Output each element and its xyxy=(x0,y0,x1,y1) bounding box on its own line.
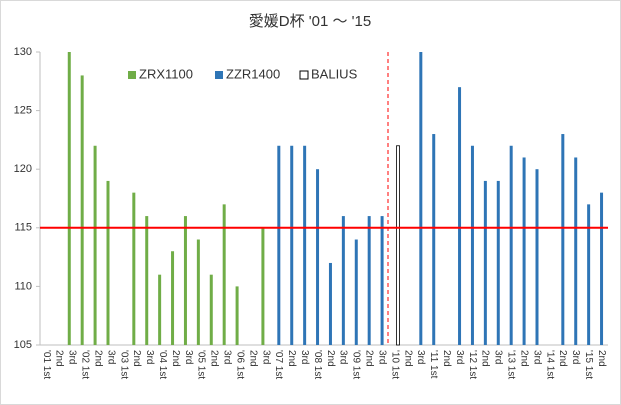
x-tick-label: 2nd xyxy=(518,350,529,367)
y-tick-label: 115 xyxy=(14,222,32,234)
bar xyxy=(93,145,97,345)
y-tick-label: 120 xyxy=(14,163,32,175)
x-tick-label: 2nd xyxy=(247,350,258,367)
bar xyxy=(158,274,162,345)
bar xyxy=(183,216,187,345)
legend-label: ZZR1400 xyxy=(226,66,280,81)
x-tick-label: 2nd xyxy=(209,350,220,367)
x-tick-label: '06 1st xyxy=(234,350,245,379)
x-tick-label: 3rd xyxy=(67,350,78,364)
x-tick-label: '05 1st xyxy=(196,350,207,379)
x-tick-label: 2nd xyxy=(131,350,142,367)
legend-label: ZRX1100 xyxy=(139,66,193,81)
bar xyxy=(145,216,149,345)
bar xyxy=(458,87,462,345)
x-tick-label: 3rd xyxy=(531,350,542,364)
bar xyxy=(561,134,565,345)
bar xyxy=(574,157,578,345)
bar xyxy=(132,192,136,345)
bar xyxy=(432,134,436,345)
legend-swatch xyxy=(128,71,136,79)
bar xyxy=(483,180,487,345)
x-tick-label: '01 1st xyxy=(41,350,52,379)
x-tick-label: '04 1st xyxy=(157,350,168,379)
x-tick-label: 3rd xyxy=(183,350,194,364)
bar xyxy=(522,157,526,345)
x-tick-label: '02 1st xyxy=(80,350,91,379)
x-tick-label: 3rd xyxy=(260,350,271,364)
x-tick-label: 2nd xyxy=(441,350,452,367)
x-tick-label: 2nd xyxy=(557,350,568,367)
x-tick-label: 3rd xyxy=(570,350,581,364)
bar xyxy=(496,180,500,345)
bar xyxy=(600,192,604,345)
bar xyxy=(328,262,332,345)
bar xyxy=(396,145,400,346)
x-tick-label: 2nd xyxy=(92,350,103,367)
x-tick-label: 2nd xyxy=(170,350,181,367)
x-tick-label: 3rd xyxy=(299,350,310,364)
x-tick-label: '11 1st xyxy=(428,350,439,379)
x-tick-label: 2nd xyxy=(364,350,375,367)
bar xyxy=(380,216,384,345)
bar xyxy=(67,52,71,345)
bar xyxy=(222,204,226,345)
x-tick-label: '03 1st xyxy=(118,350,129,379)
x-tick-label: 3rd xyxy=(338,350,349,364)
bar xyxy=(196,239,200,345)
legend-label: BALIUS xyxy=(311,66,358,81)
x-tick-label: 3rd xyxy=(415,350,426,364)
x-tick-label: 2nd xyxy=(480,350,491,367)
bar xyxy=(535,169,539,345)
bar xyxy=(261,227,265,345)
bar xyxy=(509,145,513,345)
x-tick-label: 2nd xyxy=(402,350,413,367)
bar xyxy=(341,216,345,345)
bar xyxy=(316,169,320,345)
x-tick-label: 2nd xyxy=(54,350,65,367)
bar xyxy=(80,75,84,345)
x-tick-label: '12 1st xyxy=(467,350,478,379)
bar xyxy=(587,204,591,345)
x-tick-label: '08 1st xyxy=(312,350,323,379)
x-tick-label: 3rd xyxy=(454,350,465,364)
x-tick-label: 3rd xyxy=(493,350,504,364)
bar xyxy=(367,216,371,345)
x-tick-label: 3rd xyxy=(376,350,387,364)
x-tick-label: '13 1st xyxy=(506,350,517,379)
chart-title: 愛媛D杯 '01 ～ '15 xyxy=(249,13,371,30)
x-tick-label: 2nd xyxy=(325,350,336,367)
y-tick-label: 130 xyxy=(14,46,32,58)
bar xyxy=(354,239,358,345)
bar xyxy=(209,274,213,345)
x-tick-label: 3rd xyxy=(105,350,116,364)
y-tick-label: 105 xyxy=(14,339,32,351)
x-tick-label: 3rd xyxy=(144,350,155,364)
bar xyxy=(303,145,307,345)
bar xyxy=(470,145,474,345)
x-tick-label: '07 1st xyxy=(273,350,284,379)
bar xyxy=(171,251,175,345)
bar xyxy=(106,180,110,345)
x-tick-label: '10 1st xyxy=(389,350,400,379)
legend-swatch xyxy=(215,71,223,79)
bar xyxy=(235,286,239,345)
x-tick-label: '15 1st xyxy=(583,350,594,379)
x-tick-label: 3rd xyxy=(222,350,233,364)
bar xyxy=(419,52,423,345)
x-tick-label: '14 1st xyxy=(544,350,555,379)
legend-swatch xyxy=(299,70,309,80)
y-tick-label: 125 xyxy=(14,105,32,117)
bar xyxy=(277,145,281,345)
x-tick-label: 2nd xyxy=(286,350,297,367)
x-tick-label: 2nd xyxy=(596,350,607,367)
y-tick-label: 110 xyxy=(14,280,32,292)
x-tick-label: '09 1st xyxy=(351,350,362,379)
bar xyxy=(290,145,294,345)
